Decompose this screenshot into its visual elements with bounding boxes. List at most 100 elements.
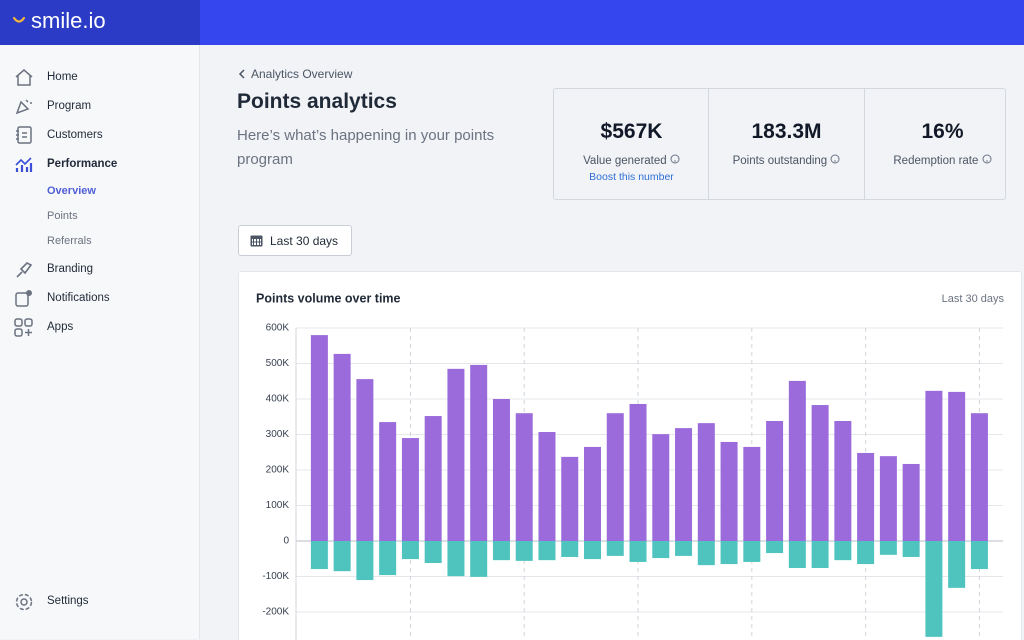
y-tick-label: 400K bbox=[266, 394, 290, 405]
back-chevron bbox=[238, 69, 245, 79]
nav-item[interactable]: Apps bbox=[47, 321, 74, 333]
page-title: Points analytics bbox=[237, 90, 397, 113]
logo[interactable]: smile.io bbox=[31, 8, 106, 33]
stat-label-text: Points outstanding bbox=[732, 155, 828, 167]
stat-link[interactable]: Boost this number bbox=[589, 171, 674, 183]
stat-label: Redemption rate bbox=[865, 154, 1020, 167]
y-tick-label: 100K bbox=[266, 500, 290, 511]
bar bbox=[401, 541, 419, 560]
nav-item[interactable]: Customers bbox=[47, 129, 103, 141]
apps-icon bbox=[14, 318, 33, 337]
nav-item[interactable]: Notifications bbox=[47, 292, 110, 304]
bar bbox=[538, 432, 556, 541]
bar bbox=[401, 438, 419, 541]
bar bbox=[697, 423, 715, 541]
bar bbox=[743, 446, 761, 541]
page-subtitle: Here’s what’s happening in your points p… bbox=[237, 127, 495, 168]
date-button-label: Last 30 days bbox=[270, 234, 339, 248]
stat: 16% Redemption rate bbox=[865, 89, 1020, 199]
nav-item[interactable]: Settings bbox=[47, 595, 89, 607]
bar bbox=[857, 452, 875, 541]
bar bbox=[561, 541, 579, 557]
bar bbox=[584, 541, 601, 560]
program-icon bbox=[15, 99, 32, 115]
bar bbox=[652, 434, 670, 541]
bar bbox=[333, 353, 351, 541]
subnav-item[interactable]: Points bbox=[47, 210, 78, 222]
logo-icon bbox=[12, 16, 26, 23]
bar bbox=[811, 541, 829, 568]
stat-value: 16% bbox=[921, 120, 964, 143]
bar bbox=[902, 463, 920, 541]
bar bbox=[584, 446, 601, 541]
bar bbox=[515, 541, 533, 561]
bar bbox=[697, 541, 715, 566]
nav-item[interactable]: Program bbox=[47, 100, 92, 112]
bar bbox=[834, 421, 852, 541]
bar bbox=[492, 541, 510, 561]
bar bbox=[879, 456, 897, 541]
bar bbox=[356, 541, 374, 581]
bar bbox=[675, 428, 693, 541]
bar bbox=[857, 541, 875, 565]
divider bbox=[864, 89, 865, 199]
subnav-item[interactable]: Overview bbox=[47, 185, 96, 197]
branding-icon bbox=[16, 262, 33, 278]
bar bbox=[902, 541, 920, 557]
nav-item[interactable]: Home bbox=[47, 71, 78, 83]
date-button[interactable]: Last 30 days bbox=[238, 225, 352, 256]
y-tick-label: 300K bbox=[266, 429, 290, 440]
y-tick-label: 500K bbox=[266, 358, 290, 369]
bar bbox=[720, 541, 738, 565]
bar bbox=[538, 541, 556, 561]
stat: $567K Value generated Boost this number bbox=[554, 89, 709, 199]
bar bbox=[948, 541, 966, 588]
calendar-icon bbox=[250, 235, 263, 247]
bar bbox=[606, 413, 624, 541]
bar bbox=[970, 541, 988, 570]
notifications-icon bbox=[15, 290, 32, 307]
settings-icon bbox=[15, 593, 33, 611]
help-icon[interactable] bbox=[982, 154, 992, 164]
bar bbox=[629, 403, 647, 541]
top-bar bbox=[200, 0, 1024, 45]
bar bbox=[925, 390, 943, 541]
chart-card: Points volume over time Last 30 days 600… bbox=[238, 271, 1022, 640]
bar bbox=[788, 541, 806, 568]
bar bbox=[379, 541, 397, 576]
bar bbox=[948, 391, 966, 541]
stat: 183.3M Points outstanding bbox=[709, 89, 864, 199]
help-icon[interactable] bbox=[670, 154, 680, 164]
stat-value: $567K bbox=[600, 120, 663, 143]
subnav-item[interactable]: Referrals bbox=[47, 235, 92, 247]
bar bbox=[310, 335, 328, 541]
bar bbox=[310, 541, 328, 570]
bar bbox=[879, 541, 897, 555]
y-tick-label: -200K bbox=[262, 607, 289, 618]
bar bbox=[652, 541, 670, 559]
chart: Points volume over time Last 30 days 600… bbox=[256, 291, 1005, 640]
bar bbox=[356, 379, 374, 541]
bar bbox=[925, 541, 943, 637]
nav-item[interactable]: Branding bbox=[47, 263, 94, 275]
bar bbox=[834, 541, 852, 561]
bar bbox=[470, 541, 488, 577]
bar bbox=[743, 541, 761, 562]
bar bbox=[675, 541, 693, 556]
bar bbox=[766, 421, 784, 541]
stat-label-text: Redemption rate bbox=[893, 155, 979, 167]
bar bbox=[515, 413, 533, 541]
stats-panel bbox=[553, 88, 1006, 200]
chart-subtitle: Last 30 days bbox=[942, 293, 1005, 305]
stat-label-text: Value generated bbox=[583, 155, 667, 167]
bar bbox=[606, 541, 624, 556]
sidebar bbox=[0, 45, 200, 639]
bar bbox=[447, 368, 465, 541]
stat-value: 183.3M bbox=[751, 120, 822, 143]
breadcrumb[interactable]: Analytics Overview bbox=[251, 67, 353, 81]
help-icon[interactable] bbox=[830, 154, 840, 164]
performance-icon bbox=[15, 157, 33, 172]
y-tick-label: 600K bbox=[266, 323, 290, 334]
nav-item[interactable]: Performance bbox=[47, 158, 118, 170]
